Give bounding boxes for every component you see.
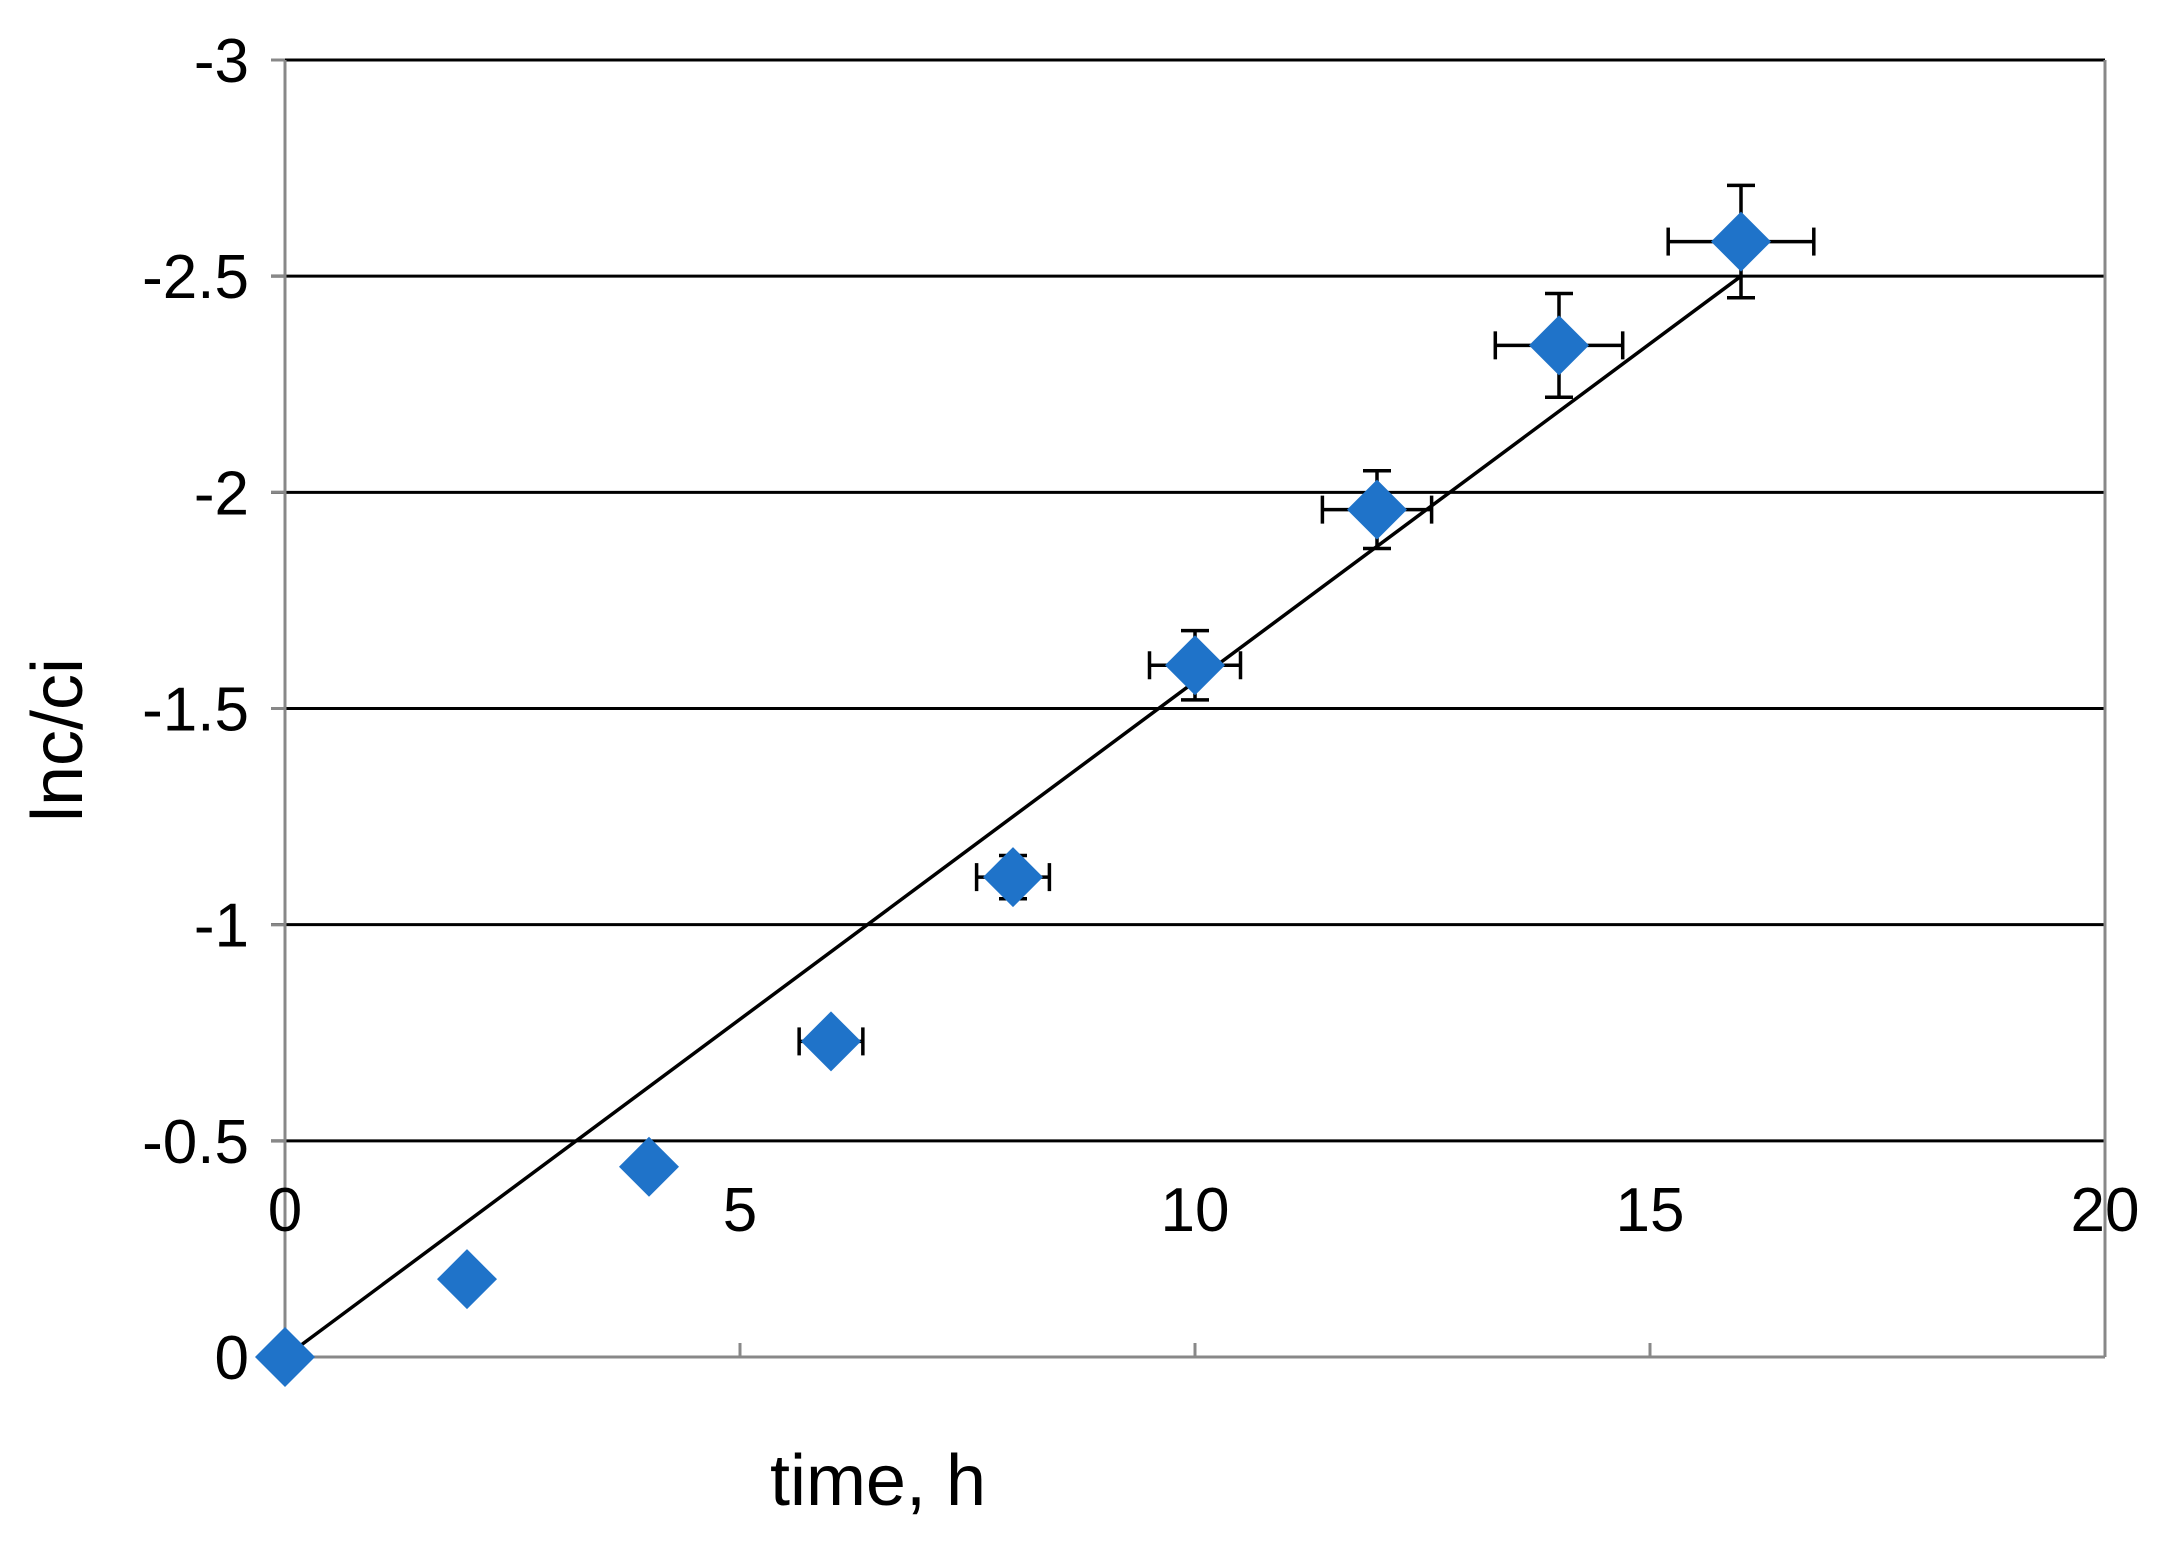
y-tick-label: -1 xyxy=(194,892,249,961)
x-tick-label: 20 xyxy=(2071,1176,2140,1245)
trendline-group xyxy=(283,274,1743,1359)
y-tick-label: -3 xyxy=(194,27,249,96)
x-axis-title: time, h xyxy=(770,1441,986,1521)
x-tick-label: 5 xyxy=(723,1176,757,1245)
data-points xyxy=(255,211,1771,1387)
x-tick-labels: 0 5 10 15 20 xyxy=(268,1176,2140,1245)
y-tick-label: 0 xyxy=(215,1324,249,1393)
trendline xyxy=(283,274,1743,1359)
data-point-diamond xyxy=(801,1011,861,1072)
y-tick-labels: 0 -0.5 -1 -1.5 -2 -2.5 -3 xyxy=(142,27,249,1393)
data-point-diamond xyxy=(983,847,1043,908)
y-axis-title: lnc/ci xyxy=(18,658,98,822)
y-tick-label: -2 xyxy=(194,459,249,528)
data-point-diamond xyxy=(1165,635,1225,696)
data-point-diamond xyxy=(1529,315,1589,376)
y-tick-label: -2.5 xyxy=(142,243,249,312)
y-tick-label: -0.5 xyxy=(142,1108,249,1177)
axes xyxy=(271,58,2107,1359)
data-point-diamond xyxy=(437,1249,497,1310)
x-tick-label: 15 xyxy=(1616,1176,1685,1245)
data-point-diamond xyxy=(1711,211,1771,272)
data-point-diamond xyxy=(619,1136,679,1197)
x-tick-label: 0 xyxy=(268,1176,302,1245)
data-point-diamond xyxy=(1347,479,1407,540)
gridlines xyxy=(271,58,2105,1143)
y-tick-label: -1.5 xyxy=(142,676,249,745)
x-tick-label: 10 xyxy=(1161,1176,1230,1245)
data-point-diamond xyxy=(255,1327,315,1387)
